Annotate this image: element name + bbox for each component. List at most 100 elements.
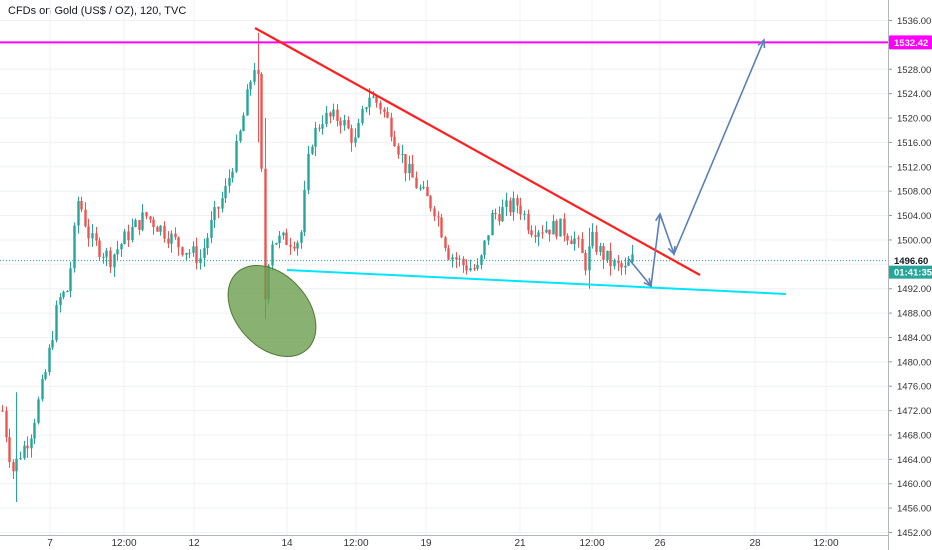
candle-body	[404, 154, 407, 174]
chart-grid	[0, 0, 888, 535]
candle-body	[354, 137, 357, 143]
candle-body	[109, 250, 112, 268]
candle-body	[505, 200, 508, 207]
candle-body	[523, 213, 526, 215]
candle-body	[462, 258, 465, 266]
candle-body	[231, 171, 234, 178]
candle-body	[199, 258, 202, 263]
candle-body	[501, 206, 504, 222]
candle-body	[123, 231, 126, 245]
candle-body	[51, 340, 54, 348]
candle-body	[98, 240, 101, 258]
candle-body	[285, 232, 288, 245]
candle-body	[329, 112, 332, 117]
candle-body	[192, 246, 195, 253]
last-price-label: 1496.60	[894, 256, 928, 267]
candle-body	[613, 260, 616, 267]
candle-body	[591, 231, 594, 247]
y-tick-label: 1456.00	[897, 504, 931, 515]
y-tick-label: 1504.00	[897, 211, 931, 222]
candle-body	[469, 268, 472, 271]
candle-body	[174, 233, 177, 238]
candle-body	[375, 96, 378, 103]
candle-body	[599, 246, 602, 252]
candle-body	[422, 186, 425, 189]
candle-body	[325, 112, 328, 125]
x-tick-label: 21	[514, 538, 526, 549]
candle-body	[134, 220, 137, 228]
candle-body	[127, 231, 130, 241]
candle-body	[440, 217, 443, 238]
y-tick-label: 1536.00	[897, 16, 931, 27]
x-tick-label: 12:00	[813, 538, 838, 549]
candle-body	[307, 153, 310, 190]
candle-body	[498, 214, 501, 222]
candle-body	[1, 410, 4, 412]
y-tick-label: 1464.00	[897, 455, 931, 466]
candle-body	[249, 81, 252, 90]
candle-body	[415, 177, 418, 189]
y-tick-label: 1484.00	[897, 333, 931, 344]
candle-body	[581, 239, 584, 253]
candle-body	[91, 233, 94, 239]
candle-body	[228, 177, 231, 186]
candle-body	[303, 189, 306, 233]
candle-body	[390, 117, 393, 137]
candle-body	[224, 185, 227, 199]
candle-body	[573, 238, 576, 244]
candle-body	[282, 232, 285, 236]
candle-body	[271, 244, 274, 266]
candle-body	[559, 218, 562, 237]
candle-body	[631, 254, 634, 262]
x-tick-label: 12	[188, 538, 200, 549]
candle-body	[296, 242, 299, 249]
candle-body	[37, 399, 40, 423]
candle-body	[141, 212, 144, 230]
y-tick-label: 1468.00	[897, 430, 931, 441]
candle-body	[210, 220, 213, 238]
candle-body	[8, 437, 11, 463]
candle-body	[23, 445, 26, 459]
x-tick-label: 19	[420, 538, 432, 549]
candle-body	[512, 198, 515, 213]
candle-body	[73, 225, 76, 269]
candle-body	[519, 205, 522, 215]
candle-body	[563, 218, 566, 236]
candle-body	[235, 140, 238, 172]
countdown-box	[889, 265, 932, 279]
candle-body	[537, 232, 540, 237]
candle-body	[239, 131, 242, 141]
candle-body	[33, 422, 36, 439]
y-tick-label: 1528.00	[897, 65, 931, 76]
candle-body	[131, 227, 134, 241]
candle-body	[159, 225, 162, 232]
candle-body	[516, 198, 519, 206]
candle-body	[339, 121, 342, 126]
y-tick-label: 1524.00	[897, 89, 931, 100]
candle-body	[343, 120, 346, 126]
candle-body	[534, 235, 537, 237]
projection-arrowhead	[654, 212, 664, 222]
countdown-label: 01:41:35	[894, 268, 932, 279]
candle-body	[332, 109, 335, 117]
candle-body	[411, 163, 414, 178]
candle-body	[185, 253, 188, 255]
candle-body	[116, 249, 119, 255]
candle-body	[419, 188, 422, 190]
projection-arrowhead	[667, 245, 676, 256]
chart-drawings	[0, 27, 888, 358]
candle-body	[455, 257, 458, 260]
descending-trendline	[254, 27, 701, 276]
candle-body	[318, 127, 321, 129]
y-tick-label: 1472.00	[897, 406, 931, 417]
x-tick-label: 26	[654, 538, 666, 549]
candle-body	[44, 372, 47, 379]
x-tick-label: 12:00	[343, 538, 368, 549]
candle-body	[487, 235, 490, 241]
candle-body	[95, 233, 98, 241]
candle-body	[314, 127, 317, 147]
resistance-price-label: 1532.42	[894, 38, 928, 49]
support-trendline	[286, 269, 787, 295]
